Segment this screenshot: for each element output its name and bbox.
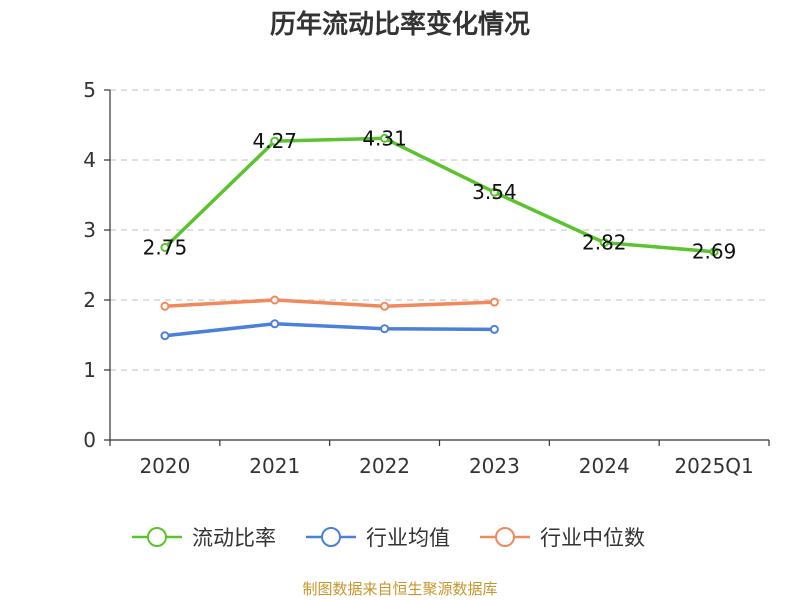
- data-label: 2.75: [143, 236, 188, 260]
- data-label: 2.82: [582, 231, 627, 255]
- data-point: [160, 331, 170, 341]
- legend-item[interactable]: 流动比率: [132, 526, 276, 550]
- x-tick-label: 2023: [469, 454, 520, 478]
- y-tick-label: 1: [83, 358, 96, 382]
- x-tick-label: 2020: [139, 454, 190, 478]
- series-line: [163, 136, 716, 254]
- data-point: [709, 247, 719, 257]
- x-tick-label: 2025Q1: [674, 454, 753, 478]
- data-point: [270, 319, 280, 329]
- chart-title: 历年流动比率变化情况: [270, 9, 530, 40]
- data-labels: 2.75 4.27 4.31 3.54 2.82 2.69: [143, 126, 737, 263]
- data-point: [380, 301, 390, 311]
- data-point: [160, 301, 170, 311]
- data-label: 3.54: [472, 180, 517, 204]
- data-point: [270, 136, 280, 146]
- source-note: 制图数据来自恒生聚源数据库: [302, 580, 497, 598]
- legend-label: 流动比率: [192, 526, 276, 550]
- data-point: [489, 187, 499, 197]
- legend: 流动比率 行业均值 行业中位数: [132, 526, 645, 550]
- y-tick-label: 3: [83, 218, 96, 242]
- data-point: [599, 238, 609, 248]
- legend-item[interactable]: 行业中位数: [480, 526, 645, 550]
- series-line: [163, 298, 497, 309]
- data-point: [489, 297, 499, 307]
- legend-label: 行业中位数: [540, 526, 645, 550]
- data-point: [380, 324, 390, 334]
- data-point: [489, 324, 499, 334]
- legend-label: 行业均值: [366, 526, 450, 550]
- x-tick-label: 2024: [579, 454, 630, 478]
- y-tick-label: 2: [83, 288, 96, 312]
- series-layer: [160, 133, 719, 341]
- data-point: [160, 243, 170, 252]
- data-label: 4.31: [362, 126, 407, 150]
- data-point: [380, 133, 390, 143]
- data-label: 4.27: [252, 129, 297, 153]
- x-tick-label: 2022: [359, 454, 410, 478]
- data-point: [270, 295, 280, 305]
- legend-marker: [321, 527, 341, 547]
- legend-marker: [495, 527, 515, 547]
- y-tick-label: 5: [83, 78, 96, 102]
- data-label: 2.69: [692, 240, 737, 264]
- legend-marker: [147, 527, 167, 547]
- x-tick-label: 2021: [249, 454, 300, 478]
- legend-item[interactable]: 行业均值: [306, 526, 450, 550]
- series-line: [163, 322, 497, 338]
- y-tick-label: 0: [83, 428, 96, 452]
- axes: 0 1 2 3 4 5 2020 2021 2022 2023 2024 2025Q1: [83, 78, 770, 478]
- y-tick-label: 4: [83, 148, 96, 172]
